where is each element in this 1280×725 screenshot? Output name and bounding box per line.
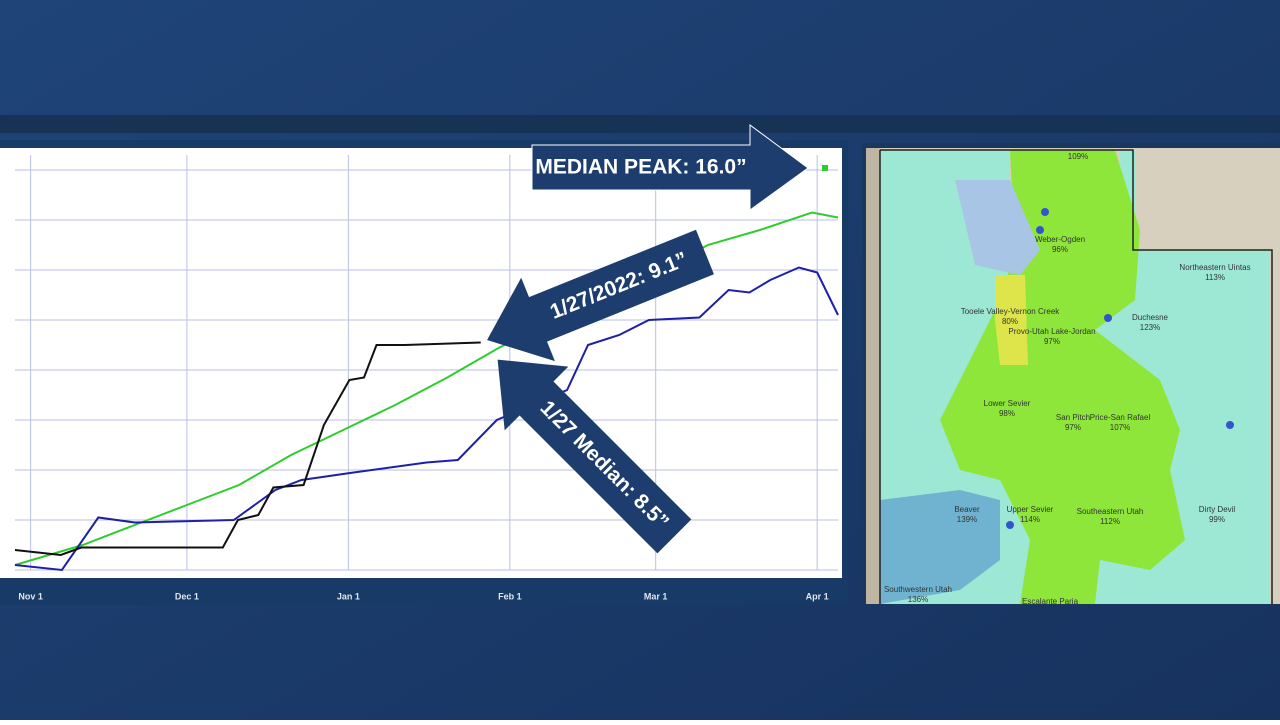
arrow-shape [497,359,692,554]
region-percent: 98% [999,409,1015,418]
x-tick-label: Nov 1 [18,591,43,601]
region-name: Tooele Valley-Vernon Creek [961,307,1061,316]
region [880,490,1000,604]
annotation: MEDIAN PEAK: 16.0” [535,156,746,179]
state-border [880,149,1273,604]
region [995,275,1028,365]
region-percent: 114% [1020,515,1040,524]
region-name: Price-San Rafael [1090,413,1151,422]
station [1104,314,1112,322]
region-name: Lower Sevier [984,399,1031,408]
arrow-shape [531,124,809,211]
arrow-shape [487,229,714,362]
region-percent: 96% [1052,245,1068,254]
region-percent: 97% [1044,337,1060,346]
region-name: Weber-Ogden [1035,235,1085,244]
region-percent: 99% [1209,515,1225,524]
region-name: Northeastern Uintas [1179,263,1250,272]
region-percent: 113% [1205,273,1225,282]
annotation-arrow: MEDIAN PEAK: 16.0” [531,124,809,211]
region-percent: 80% [1002,317,1018,326]
region-name: San Pitch [1056,413,1090,422]
series-line [14,211,839,566]
region-percent: 107% [1110,423,1130,432]
peak-marker [822,165,828,171]
region-name: Duchesne [1132,313,1169,322]
x-tick-label: Mar 1 [644,591,668,601]
x-tick-label: Apr 1 [806,591,829,601]
region-name: Beaver [954,505,980,514]
region-name: Upper Sevier [1007,505,1054,514]
region-name: Southwestern Utah [884,585,952,594]
chart-panel [0,148,842,578]
region-percent: 123% [1140,323,1160,332]
region-name: Provo-Utah Lake-Jordan [1008,327,1095,336]
region-percent: 112% [1100,517,1120,526]
region-label: Escalante Paria [1022,597,1079,606]
region-percent: 97% [1065,423,1081,432]
x-tick-label: Feb 1 [498,591,522,601]
series-line [14,341,481,557]
station [1226,421,1234,429]
terrain [866,148,880,604]
region-name: Southeastern Utah [1077,507,1144,516]
station [1006,521,1014,529]
band [0,115,1280,133]
lake [955,180,1040,275]
station [1041,208,1049,216]
region-name: Escalante Paria [1022,597,1079,606]
region-name: Dirty Devil [1199,505,1236,514]
region-percent: 109% [1068,152,1088,161]
station [1036,226,1044,234]
region [940,150,1185,604]
x-tick-label: Jan 1 [337,591,360,601]
region-percent: 136% [908,595,928,604]
region-percent: 139% [957,515,977,524]
x-tick-label: Dec 1 [175,591,199,601]
region-label: 109% [1068,152,1088,161]
